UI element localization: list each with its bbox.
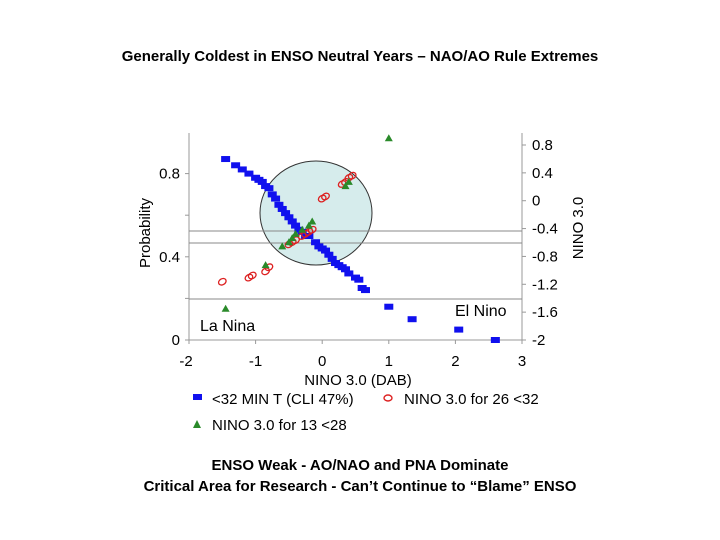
x-axis-label: NINO 3.0 (DAB)	[304, 372, 412, 389]
green-triangle-point	[221, 304, 230, 312]
footer-line-1: ENSO Weak - AO/NAO and PNA Dominate	[211, 457, 509, 474]
blue-square-point	[271, 195, 281, 202]
axis-ticks: -2 -1 0 1 2 3 0 0.4 0.8 0.8 0.4 0 -0.4 -0.8 -1.2 -1.6 -2	[159, 137, 558, 370]
y-left-tick-label: 0.4	[159, 249, 180, 266]
x-tick-label: 1	[385, 353, 393, 370]
x-tick-label: 3	[518, 353, 526, 370]
green-triangle-point	[344, 177, 353, 185]
blue-square-point	[304, 233, 314, 239]
legend-red-marker	[383, 394, 393, 402]
y-right-tick-label: -1.6	[532, 304, 558, 321]
green-triangle-point	[291, 229, 300, 237]
annotation-el-nino: El Nino	[455, 303, 507, 320]
legend-green-label: NINO 3.0 for 13 <28	[212, 417, 347, 434]
blue-square-point	[287, 218, 297, 225]
blue-square-point	[284, 214, 294, 221]
red-ring-point	[344, 173, 354, 182]
y-right-tick-label: -0.8	[532, 248, 558, 265]
legend-red-label: NINO 3.0 for 26 <32	[404, 391, 539, 408]
blue-square-point	[324, 251, 334, 258]
green-triangle-point	[261, 261, 270, 269]
red-ring-point	[347, 171, 357, 180]
red-ring-point	[217, 277, 227, 286]
y-right-tick-label: -2	[532, 332, 545, 349]
blue-square-point	[407, 316, 417, 323]
green-triangle-point	[284, 238, 293, 246]
blue-square-point	[267, 191, 277, 198]
y-axis-right-label: NINO 3.0	[570, 197, 587, 260]
blue-square-point	[490, 337, 500, 343]
blue-square-point	[354, 276, 364, 283]
annotation-la-nina: La Nina	[200, 318, 255, 335]
legend-blue-marker	[193, 394, 202, 400]
y-left-tick-label: 0.8	[159, 166, 180, 183]
y-right-tick-label: 0	[532, 193, 540, 210]
y-right-tick-label: -0.4	[532, 221, 558, 238]
x-tick-label: -2	[179, 353, 192, 370]
green-triangle-point	[298, 225, 307, 233]
data-marks	[217, 134, 500, 343]
red-ring-point	[317, 194, 327, 203]
legend: <32 MIN T (CLI 47%) NINO 3.0 for 26 <32 …	[193, 391, 539, 434]
green-triangle-point	[304, 221, 313, 229]
blue-square-point	[327, 255, 337, 262]
blue-square-point	[264, 185, 274, 192]
y-right-tick-label: 0.8	[532, 137, 553, 154]
blue-square-point	[257, 178, 267, 185]
red-ring-point	[261, 267, 271, 276]
red-ring-point	[321, 192, 330, 201]
green-triangle-point	[278, 242, 287, 250]
y-right-tick-label: -1.2	[532, 276, 558, 293]
green-triangle-point	[308, 217, 317, 225]
blue-square-point	[291, 222, 301, 229]
green-triangle-point	[341, 182, 350, 190]
legend-green-marker	[193, 420, 201, 428]
y-axis-left-label: Probability	[137, 197, 154, 268]
red-ring-point	[247, 271, 257, 280]
y-left-tick-label: 0	[172, 332, 180, 349]
red-ring-point	[304, 227, 314, 236]
blue-square-point	[341, 266, 351, 273]
blue-square-point	[360, 287, 370, 294]
blue-square-point	[311, 239, 321, 246]
blue-square-point	[231, 162, 241, 169]
blue-square-point	[321, 247, 331, 254]
footer-line-2: Critical Area for Research - Can’t Conti…	[143, 478, 577, 495]
blue-square-point	[274, 201, 284, 208]
blue-square-point	[454, 326, 464, 333]
blue-square-point	[384, 303, 394, 310]
blue-square-point	[281, 210, 291, 217]
y-right-tick-label: 0.4	[532, 165, 553, 182]
legend-blue-label: <32 MIN T (CLI 47%)	[212, 391, 354, 408]
red-ring-point	[244, 273, 254, 282]
blue-square-point	[244, 170, 254, 177]
green-triangle-point	[288, 234, 297, 242]
chart-title: Generally Coldest in ENSO Neutral Years …	[121, 48, 599, 65]
blue-square-point	[221, 156, 231, 163]
green-triangle-point	[384, 134, 393, 142]
x-tick-label: 2	[451, 353, 459, 370]
x-tick-label: 0	[318, 353, 326, 370]
blue-square-point	[277, 205, 287, 212]
footer: ENSO Weak - AO/NAO and PNA Dominate Crit…	[0, 455, 720, 497]
x-tick-label: -1	[249, 353, 262, 370]
blue-square-point	[344, 270, 354, 277]
blue-square-point	[237, 166, 247, 173]
